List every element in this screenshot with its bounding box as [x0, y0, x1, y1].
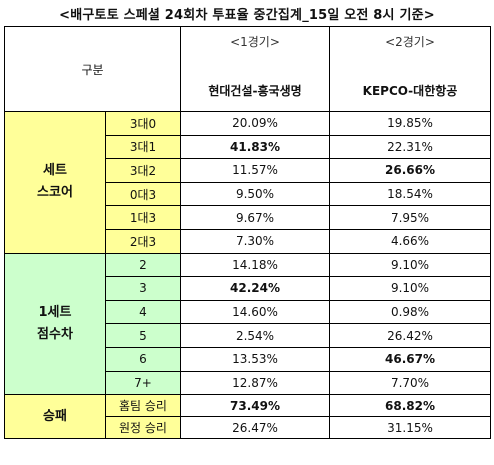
- match2-value: 7.70%: [329, 370, 491, 396]
- match1-teams: 현대건설-흥국생명: [208, 84, 302, 98]
- match2-value: 26.42%: [329, 323, 491, 348]
- row-label: 3대2: [105, 158, 181, 183]
- row-label: 홈팀 승리: [105, 394, 181, 418]
- row-label: 0대3: [105, 181, 181, 207]
- table-row: 6 13.53% 46.67%: [5, 346, 491, 372]
- table-row: 5 2.54% 26.42%: [5, 323, 491, 348]
- match1-value: 26.47%: [180, 416, 330, 440]
- match2-value: 4.66%: [329, 228, 491, 254]
- table-row: 승패 홈팀 승리 73.49% 68.82%: [4, 394, 491, 440]
- match2-value: 46.67%: [329, 346, 491, 372]
- match1-value: 9.67%: [180, 205, 330, 230]
- match2-value: 18.54%: [329, 181, 491, 207]
- match1-value: 9.50%: [180, 181, 330, 207]
- match2-value: 19.85%: [329, 111, 491, 136]
- match2-value: 31.15%: [329, 416, 491, 440]
- table-row: 0대3 9.50% 18.54%: [5, 181, 491, 207]
- match1-value: 41.83%: [180, 134, 330, 160]
- match1-value: 14.18%: [180, 252, 330, 278]
- match2-value: 0.98%: [329, 299, 491, 325]
- table-row: 2대3 7.30% 4.66%: [5, 228, 491, 254]
- row-label: 1대3: [105, 205, 181, 230]
- match1-value: 14.60%: [180, 299, 330, 325]
- match1-value: 73.49%: [180, 394, 330, 418]
- row-label: 2대3: [105, 228, 181, 254]
- match1-value: 11.57%: [180, 158, 330, 183]
- row-label: 2: [105, 252, 181, 278]
- row-label: 3: [105, 276, 181, 301]
- row-label: 6: [105, 346, 181, 372]
- group-label-line1: 승패: [43, 408, 67, 424]
- table-row: 원정 승리 26.47% 31.15%: [5, 416, 491, 440]
- match2-value: 26.66%: [329, 158, 491, 183]
- row-label: 5: [105, 323, 181, 348]
- match1-value: 20.09%: [180, 111, 330, 136]
- match1-value: 13.53%: [180, 346, 330, 372]
- match2-value: 7.95%: [329, 205, 491, 230]
- row-label: 3대1: [105, 134, 181, 160]
- match2-value: 22.31%: [329, 134, 491, 160]
- row-label: 3대0: [105, 111, 181, 136]
- match2-teams: KEPCO-대한항공: [362, 84, 458, 98]
- match1-value: 2.54%: [180, 323, 330, 348]
- match1-value: 7.30%: [180, 228, 330, 254]
- table-row: 3 42.24% 9.10%: [5, 276, 491, 301]
- table-row: 7+ 12.87% 7.70%: [5, 370, 491, 396]
- match2-round: <2경기>: [385, 35, 435, 49]
- match1-value: 12.87%: [180, 370, 330, 396]
- match2-value: 68.82%: [329, 394, 491, 418]
- page-title: <배구토토 스페셜 24회차 투표율 중간집계_15일 오전 8시 기준>: [59, 8, 435, 23]
- group-label-line2: 스코어: [37, 185, 73, 201]
- match2-header: <2경기> KEPCO-대한항공: [329, 26, 491, 112]
- table-row: 세트 스코어 3대0 20.09% 19.85%: [4, 111, 491, 254]
- table-row: 1대3 9.67% 7.95%: [5, 205, 491, 230]
- table-row: 4 14.60% 0.98%: [5, 299, 491, 325]
- table-row: 3대1 41.83% 22.31%: [5, 134, 491, 160]
- row-label: 4: [105, 299, 181, 325]
- row-label: 7+: [105, 370, 181, 396]
- match1-round: <1경기>: [230, 35, 280, 49]
- match1-value: 42.24%: [180, 276, 330, 301]
- match2-value: 9.10%: [329, 252, 491, 278]
- header-row: 구분 <1경기> 현대건설-흥국생명 <2경기> KEPCO-대한항공: [4, 26, 491, 112]
- match2-value: 9.10%: [329, 276, 491, 301]
- group-label: 승패: [4, 394, 106, 440]
- table-row: 1세트 점수차 2 14.18% 9.10%: [4, 252, 491, 396]
- row-label: 원정 승리: [105, 416, 181, 440]
- category-header: 구분: [4, 26, 181, 112]
- group-label-line1: 1세트: [38, 304, 72, 320]
- group-label-line2: 점수차: [37, 326, 73, 342]
- match1-header: <1경기> 현대건설-흥국생명: [180, 26, 330, 112]
- group-label-line1: 세트: [43, 163, 67, 179]
